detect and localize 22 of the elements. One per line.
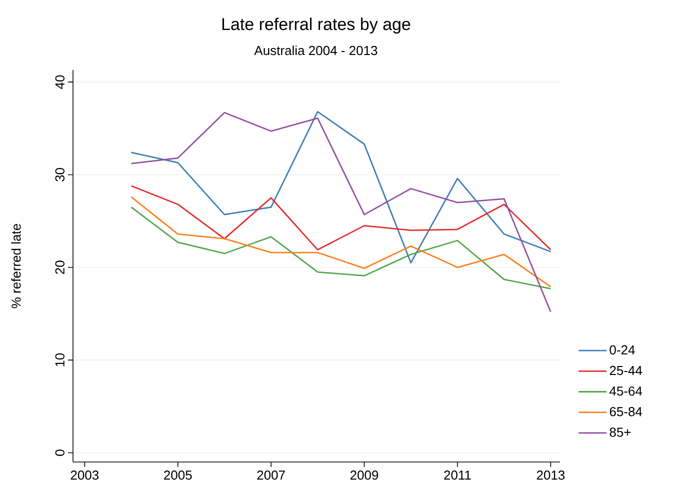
x-tick-label: 2009 [350,470,378,480]
legend-label: 0-24 [610,345,635,355]
x-tick-label: 2013 [536,470,565,480]
y-tick-label: 10 [55,353,64,366]
legend-label: 45-64 [610,386,642,396]
x-tick-label: 2005 [164,470,192,480]
legend-label: 85+ [610,428,631,437]
legend-label: 65-84 [610,407,642,416]
chart-subtitle: Australia 2004 - 2013 [254,46,378,56]
y-tick-label: 40 [55,75,64,89]
y-tick-label: 0 [55,450,64,456]
y-tick-label: 20 [55,260,64,274]
y-tick-label: 30 [55,168,64,182]
x-tick-label: 2003 [70,470,99,480]
x-tick-label: 2007 [257,470,285,480]
line-series [130,112,552,313]
x-tick-label: 2011 [444,470,471,480]
chart-title: Late referral rates by age [222,18,410,34]
legend-label: 25-44 [610,366,642,376]
line-series [130,111,552,264]
y-axis-title: % referred late [11,224,21,308]
line-series [130,185,552,250]
